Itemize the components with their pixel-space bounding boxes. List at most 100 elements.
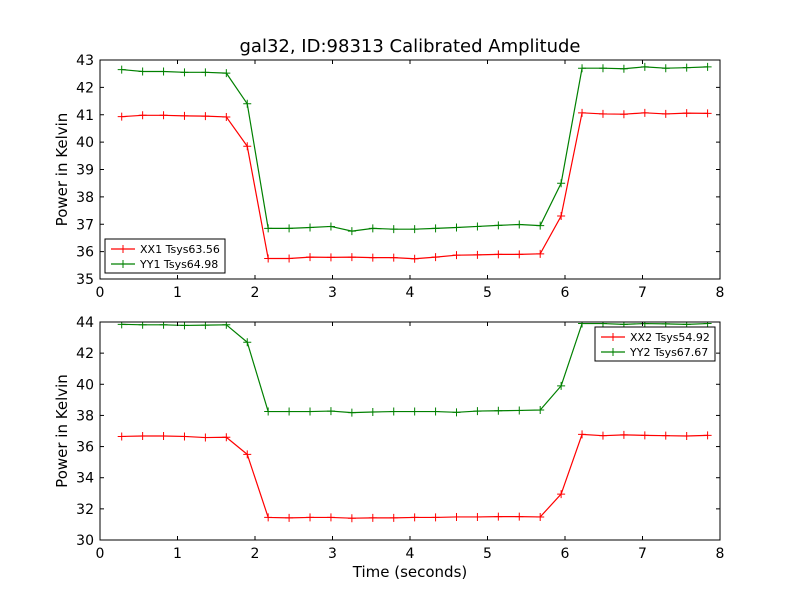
data-point-marker: [326, 513, 335, 522]
data-point-marker: [347, 227, 356, 236]
data-point-marker: [347, 253, 356, 262]
data-point-marker: [661, 431, 670, 440]
data-point-marker: [347, 514, 356, 523]
data-point-marker: [138, 67, 147, 76]
data-point-marker: [285, 254, 294, 263]
data-point-marker: [452, 408, 461, 417]
data-point-marker: [473, 250, 482, 259]
x-axis-label: Time (seconds): [352, 563, 468, 581]
x-tick-label: 6: [561, 546, 570, 562]
data-point-marker: [494, 221, 503, 230]
data-point-marker: [243, 142, 252, 151]
y-tick-label: 40: [76, 377, 94, 393]
data-point-marker: [285, 513, 294, 522]
data-point-marker: [640, 108, 649, 117]
data-point-marker: [682, 109, 691, 118]
x-tick-label: 2: [251, 285, 260, 301]
data-point-marker: [557, 381, 566, 390]
data-point-marker: [640, 431, 649, 440]
data-point-marker: [619, 430, 628, 439]
data-point-marker: [536, 405, 545, 414]
data-point-marker: [368, 513, 377, 522]
data-point-marker: [326, 407, 335, 416]
data-point-marker: [536, 249, 545, 258]
y-tick-label: 39: [76, 163, 94, 179]
data-point-marker: [368, 408, 377, 417]
y-tick-label: 42: [76, 346, 94, 362]
data-point-marker: [117, 112, 126, 121]
data-point-marker: [138, 431, 147, 440]
y-tick-label: 40: [76, 135, 94, 151]
x-tick-label: 3: [328, 546, 337, 562]
data-point-marker: [452, 512, 461, 521]
y-tick-label: 32: [76, 502, 94, 518]
data-point-marker: [180, 322, 189, 330]
legend-box: [104, 238, 226, 274]
data-point-marker: [264, 224, 273, 233]
data-point-marker: [557, 490, 566, 499]
legend-marker: [609, 348, 617, 356]
data-point-marker: [368, 253, 377, 262]
data-point-marker: [117, 432, 126, 441]
y-axis-label: Power in Kelvin: [53, 374, 71, 488]
data-point-marker: [598, 64, 607, 73]
data-point-marker: [494, 512, 503, 521]
data-point-marker: [431, 253, 440, 262]
data-point-marker: [410, 225, 419, 234]
x-tick-label: 6: [561, 285, 570, 301]
data-point-marker: [661, 109, 670, 118]
x-tick-label: 8: [716, 546, 725, 562]
data-point-marker: [452, 223, 461, 232]
legend-entry-label: XX1 Tsys63.56: [140, 243, 220, 256]
data-point-marker: [578, 108, 587, 117]
data-point-marker: [473, 222, 482, 231]
data-point-marker: [222, 112, 231, 121]
x-tick-label: 0: [96, 546, 105, 562]
data-point-marker: [515, 512, 524, 521]
y-tick-label: 37: [76, 217, 94, 233]
y-tick-label: 35: [76, 272, 94, 288]
data-point-marker: [515, 220, 524, 229]
y-tick-label: 42: [76, 80, 94, 96]
x-tick-label: 8: [716, 285, 725, 301]
data-point-marker: [222, 433, 231, 442]
data-point-marker: [264, 254, 273, 263]
legend-marker: [119, 245, 127, 253]
x-tick-label: 3: [328, 285, 337, 301]
data-point-marker: [619, 110, 628, 119]
y-tick-label: 44: [76, 315, 94, 331]
data-point-marker: [222, 69, 231, 78]
data-point-marker: [410, 407, 419, 416]
data-point-marker: [264, 407, 273, 416]
data-point-marker: [557, 212, 566, 221]
data-point-marker: [159, 431, 168, 440]
data-point-marker: [389, 253, 398, 262]
data-point-marker: [117, 322, 126, 329]
data-point-marker: [640, 62, 649, 71]
data-point-marker: [431, 407, 440, 416]
data-point-marker: [661, 64, 670, 73]
data-point-marker: [180, 111, 189, 120]
data-point-marker: [326, 222, 335, 231]
data-point-marker: [285, 224, 294, 233]
data-point-marker: [619, 64, 628, 73]
y-tick-label: 43: [76, 53, 94, 69]
data-point-marker: [578, 430, 587, 439]
legend: XX1 Tsys63.56 YY1 Tsys64.98: [104, 238, 226, 274]
data-point-marker: [703, 431, 712, 440]
data-point-marker: [368, 224, 377, 233]
data-point-marker: [389, 225, 398, 234]
x-tick-label: 7: [638, 285, 647, 301]
data-point-marker: [515, 250, 524, 259]
data-point-marker: [410, 254, 419, 263]
chart-title: gal32, ID:98313 Calibrated Amplitude: [240, 36, 581, 57]
legend-entry-label: YY2 Tsys67.67: [629, 346, 708, 359]
data-point-marker: [494, 406, 503, 415]
legend-box: [594, 326, 716, 362]
data-point-marker: [117, 65, 126, 74]
data-point-marker: [347, 408, 356, 417]
y-tick-label: 30: [76, 533, 94, 549]
series-2: [117, 322, 712, 417]
series-line: [121, 112, 708, 260]
x-tick-label: 5: [483, 546, 492, 562]
